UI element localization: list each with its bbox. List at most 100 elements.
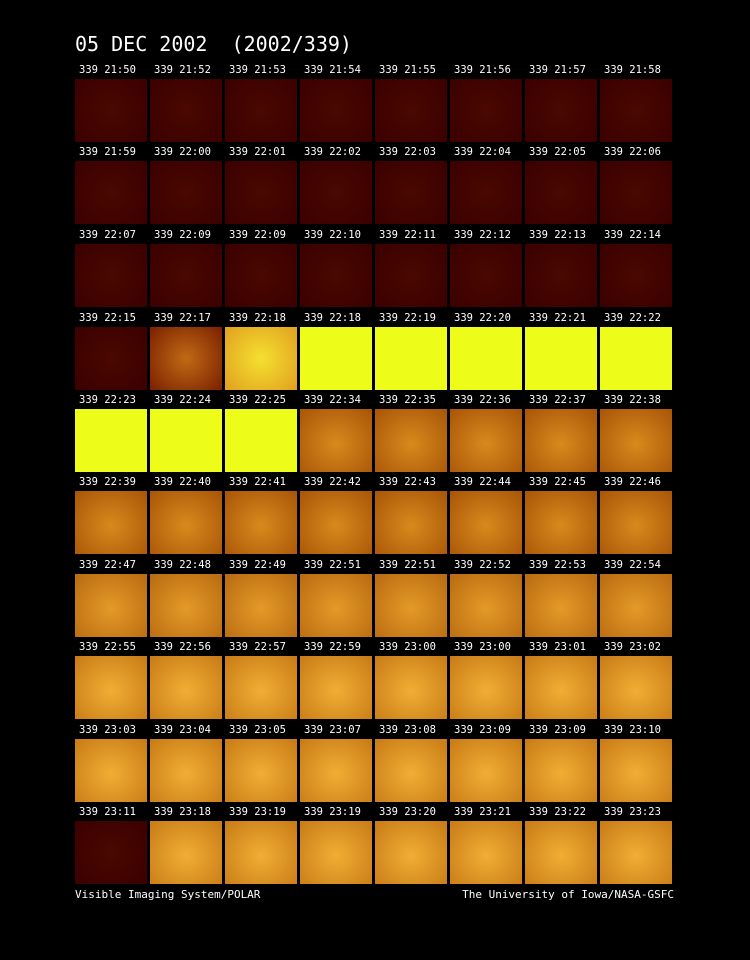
image-panel <box>375 244 447 307</box>
image-panel <box>300 409 372 472</box>
image-panel <box>375 409 447 472</box>
panel-label: 339 23:20 <box>379 806 436 818</box>
image-panel <box>300 79 372 142</box>
image-panel <box>375 79 447 142</box>
panel-label: 339 22:25 <box>229 394 286 406</box>
panel-label: 339 22:47 <box>79 559 136 571</box>
image-panel <box>450 161 522 224</box>
panel-label: 339 22:43 <box>379 476 436 488</box>
panel-label: 339 22:39 <box>79 476 136 488</box>
image-panel <box>375 739 447 802</box>
panel-label: 339 21:56 <box>454 64 511 76</box>
image-panel <box>450 739 522 802</box>
panel-label: 339 22:09 <box>229 229 286 241</box>
image-panel <box>375 327 447 390</box>
panel-label: 339 21:58 <box>604 64 661 76</box>
panel-label: 339 22:19 <box>379 312 436 324</box>
image-panel <box>150 739 222 802</box>
panel-label: 339 23:08 <box>379 724 436 736</box>
panel-label: 339 23:02 <box>604 641 661 653</box>
image-panel <box>225 491 297 554</box>
panel-label: 339 22:05 <box>529 146 586 158</box>
panel-label: 339 22:12 <box>454 229 511 241</box>
panel-label: 339 23:23 <box>604 806 661 818</box>
image-panel <box>300 656 372 719</box>
panel-label: 339 21:57 <box>529 64 586 76</box>
image-panel <box>225 739 297 802</box>
image-panel <box>150 79 222 142</box>
image-panel <box>75 161 147 224</box>
image-panel <box>75 821 147 884</box>
image-panel <box>600 244 672 307</box>
image-panel <box>375 161 447 224</box>
image-panel <box>450 327 522 390</box>
panel-label: 339 22:09 <box>154 229 211 241</box>
image-panel <box>75 656 147 719</box>
panel-label: 339 21:59 <box>79 146 136 158</box>
image-panel <box>300 574 372 637</box>
panel-label: 339 22:13 <box>529 229 586 241</box>
image-panel <box>375 656 447 719</box>
image-panel <box>600 656 672 719</box>
image-panel <box>375 491 447 554</box>
image-panel <box>600 739 672 802</box>
image-panel <box>600 161 672 224</box>
panel-label: 339 21:53 <box>229 64 286 76</box>
panel-label: 339 22:35 <box>379 394 436 406</box>
image-panel <box>525 656 597 719</box>
image-panel <box>150 656 222 719</box>
image-panel <box>525 821 597 884</box>
image-panel <box>450 574 522 637</box>
panel-label: 339 23:01 <box>529 641 586 653</box>
image-panel <box>150 161 222 224</box>
image-panel <box>450 409 522 472</box>
panel-label: 339 22:51 <box>379 559 436 571</box>
image-panel <box>450 656 522 719</box>
panel-label: 339 22:21 <box>529 312 586 324</box>
panel-label: 339 22:59 <box>304 641 361 653</box>
panel-label: 339 23:00 <box>379 641 436 653</box>
panel-label: 339 22:49 <box>229 559 286 571</box>
image-panel <box>525 491 597 554</box>
panel-label: 339 22:11 <box>379 229 436 241</box>
image-panel <box>150 327 222 390</box>
image-panel <box>450 244 522 307</box>
image-panel <box>600 79 672 142</box>
panel-label: 339 23:11 <box>79 806 136 818</box>
panel-label: 339 22:06 <box>604 146 661 158</box>
image-panel <box>450 821 522 884</box>
panel-label: 339 22:34 <box>304 394 361 406</box>
image-panel <box>450 79 522 142</box>
panel-label: 339 22:03 <box>379 146 436 158</box>
image-panel <box>225 161 297 224</box>
panel-label: 339 22:53 <box>529 559 586 571</box>
image-panel <box>150 821 222 884</box>
panel-label: 339 22:10 <box>304 229 361 241</box>
panel-label: 339 21:54 <box>304 64 361 76</box>
panel-label: 339 22:41 <box>229 476 286 488</box>
panel-label: 339 22:40 <box>154 476 211 488</box>
panel-label: 339 22:02 <box>304 146 361 158</box>
panel-label: 339 22:17 <box>154 312 211 324</box>
panel-label: 339 22:07 <box>79 229 136 241</box>
panel-label: 339 22:04 <box>454 146 511 158</box>
panel-label: 339 23:18 <box>154 806 211 818</box>
panel-label: 339 21:52 <box>154 64 211 76</box>
image-panel <box>525 574 597 637</box>
panel-label: 339 22:42 <box>304 476 361 488</box>
image-panel <box>225 821 297 884</box>
panel-label: 339 23:21 <box>454 806 511 818</box>
panel-label: 339 22:56 <box>154 641 211 653</box>
panel-label: 339 22:23 <box>79 394 136 406</box>
image-panel <box>600 821 672 884</box>
panel-label: 339 23:10 <box>604 724 661 736</box>
image-panel <box>225 79 297 142</box>
image-panel <box>300 739 372 802</box>
image-panel <box>150 491 222 554</box>
image-panel <box>525 244 597 307</box>
panel-label: 339 22:18 <box>304 312 361 324</box>
panel-label: 339 22:38 <box>604 394 661 406</box>
panel-label: 339 21:55 <box>379 64 436 76</box>
image-panel <box>600 327 672 390</box>
